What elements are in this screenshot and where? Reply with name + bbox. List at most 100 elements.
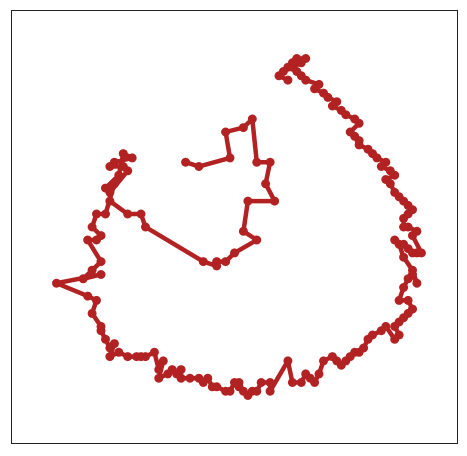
data-point: [176, 373, 186, 383]
data-point: [109, 179, 119, 189]
data-point: [185, 373, 195, 383]
data-point: [270, 196, 280, 206]
data-point: [363, 144, 373, 154]
data-point: [359, 343, 369, 353]
data-point: [96, 257, 106, 267]
data-point: [92, 235, 101, 245]
data-point: [283, 75, 293, 85]
data-point: [114, 347, 124, 357]
data-point: [399, 222, 409, 232]
data-point: [403, 295, 413, 305]
data-point: [283, 356, 293, 366]
data-point: [368, 330, 377, 340]
data-point: [114, 170, 124, 180]
data-point: [109, 157, 119, 167]
data-point: [83, 291, 93, 301]
data-point: [274, 71, 284, 81]
plot-area-frame: [11, 10, 458, 444]
data-point: [238, 123, 248, 133]
data-point: [238, 226, 248, 236]
data-point: [225, 153, 235, 163]
data-point: [92, 295, 101, 305]
data-point: [203, 373, 213, 383]
data-point: [225, 386, 235, 396]
data-point: [381, 175, 391, 184]
data-point: [105, 352, 115, 362]
data-point: [408, 304, 417, 314]
data-point: [336, 105, 346, 115]
data-point: [221, 257, 231, 267]
data-point: [96, 326, 106, 336]
data-point: [154, 373, 164, 383]
data-point: [265, 386, 275, 396]
data-point: [416, 248, 426, 258]
data-point: [87, 222, 97, 232]
data-point: [345, 127, 355, 137]
data-point: [176, 365, 186, 375]
data-point: [194, 162, 204, 171]
data-point: [247, 114, 257, 124]
data-point: [87, 308, 97, 318]
data-point: [390, 187, 400, 197]
data-point: [212, 382, 222, 392]
data-point: [52, 278, 61, 288]
data-point: [252, 157, 262, 167]
data-point: [319, 356, 328, 366]
data-point: [78, 274, 88, 284]
data-point: [408, 265, 417, 275]
data-point: [221, 127, 231, 137]
data-point: [296, 378, 306, 387]
data-point: [265, 378, 275, 387]
data-point: [332, 97, 342, 107]
data-point: [287, 378, 297, 387]
data-point: [92, 209, 101, 219]
data-point: [399, 283, 409, 292]
data-point: [310, 378, 320, 387]
data-point: [314, 369, 324, 379]
data-point: [385, 166, 395, 176]
data-point: [123, 352, 133, 362]
data-point: [301, 54, 311, 63]
data-point: [105, 196, 115, 206]
data-point: [252, 235, 262, 245]
data-point: [381, 157, 391, 167]
data-point: [109, 339, 119, 349]
data-point: [136, 209, 146, 219]
data-point: [314, 79, 324, 89]
data-point: [141, 222, 150, 232]
data-point: [381, 321, 391, 331]
series-layer: [52, 54, 426, 400]
data-point: [394, 295, 404, 305]
data-point: [198, 257, 208, 267]
data-point: [101, 334, 110, 344]
data-point: [149, 347, 159, 357]
data-point: [390, 235, 400, 245]
data-point: [256, 378, 266, 387]
data-point: [252, 386, 262, 396]
data-point: [319, 88, 328, 98]
data-point: [118, 149, 128, 159]
data-point: [83, 235, 93, 245]
data-point: [141, 352, 150, 362]
data-point: [87, 265, 97, 275]
data-point: [399, 252, 409, 262]
data-point: [230, 248, 239, 258]
data-point: [127, 153, 137, 163]
data-point: [123, 209, 133, 219]
data-point: [265, 157, 275, 167]
data-point: [350, 114, 360, 124]
data-point: [101, 183, 110, 193]
data-point: [212, 261, 222, 271]
data-point: [101, 209, 110, 219]
data-point: [261, 179, 271, 189]
data-point: [158, 356, 168, 366]
data-point: [243, 196, 253, 206]
data-point: [154, 365, 164, 375]
data-point: [118, 162, 128, 171]
data-point: [96, 270, 106, 279]
data-point: [181, 157, 191, 167]
data-point: [394, 330, 404, 340]
data-point: [412, 226, 422, 236]
